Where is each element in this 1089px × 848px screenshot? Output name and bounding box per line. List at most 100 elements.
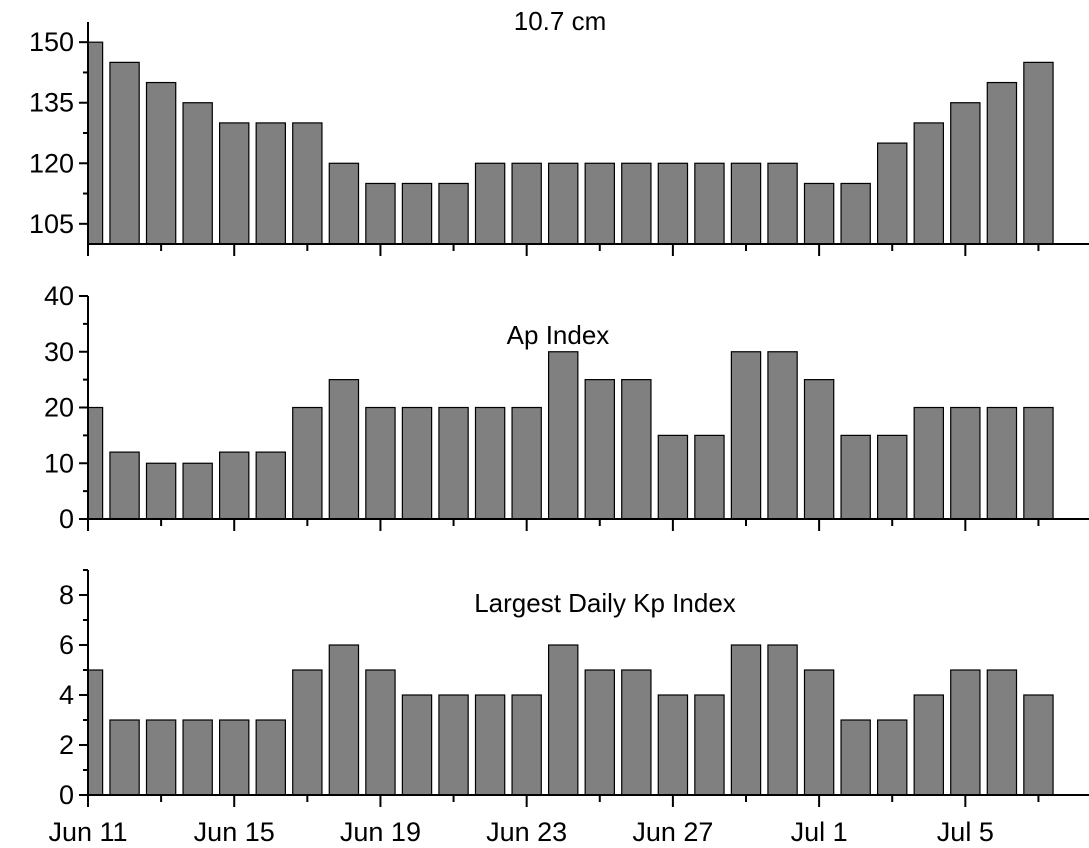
bar-jun-18 [328,644,360,796]
bar-jun-20 [401,406,433,520]
bar-jun-12 [109,719,140,796]
bar-jul-5 [950,669,981,796]
y-tick-label: 135 [29,88,74,118]
bar-jun-16 [255,122,286,245]
bar-jun-19 [365,182,396,245]
y-tick-label: 30 [44,337,74,367]
bar-jun-16 [255,451,286,520]
bar-jun-17 [292,669,323,796]
bar-jun-25 [584,162,616,245]
bar-jun-27 [657,694,689,796]
bar-jul-1 [803,379,835,520]
bar-jun-29 [730,162,762,245]
bar-jun-21 [438,406,469,520]
x-tick-label: Jun 27 [632,817,713,847]
bar-jul-5 [950,102,981,245]
bar-jul-7 [1023,694,1054,796]
bar-jun-23 [511,406,542,520]
panel-title: Ap Index [507,320,610,350]
bar-jun-16 [255,719,286,796]
bar-jun-17 [292,406,323,520]
bar-jun-15 [219,719,250,796]
y-tick-label: 4 [59,680,74,710]
x-tick-label: Jul 1 [791,817,848,847]
bar-jun-30 [767,162,798,245]
bar-jul-7 [1023,406,1054,520]
bar-jun-20 [401,694,433,796]
bar-jun-29 [730,644,762,796]
y-tick-label: 6 [59,630,74,660]
bar-jul-3 [876,142,908,245]
bar-jun-28 [694,434,725,520]
bar-jul-2 [840,434,871,520]
bar-jun-15 [219,122,250,245]
bar-jun-15 [219,451,250,520]
bar-jul-4 [913,122,945,245]
bar-jul-1 [803,669,835,796]
bar-jun-27 [657,434,689,520]
y-tick-label: 120 [29,148,74,178]
bar-jun-19 [365,669,396,796]
x-axis-labels: Jun 11 Jun 15 Jun 19 Jun 23 Jun 27 Jul 1 Jul 5 [48,817,993,847]
bar-jun-30 [767,351,798,520]
bar-jun-26 [621,379,652,520]
bar-jun-21 [438,694,469,796]
bar-jun-13 [145,462,177,520]
bar-jul-2 [840,182,871,245]
bar-jun-23 [511,162,542,245]
bar-jul-4 [913,406,945,520]
bar-jul-4 [913,694,945,796]
panel-kp-index: 0 2 4 6 8 Largest Daily Kp Index [59,569,1089,810]
panel-title: Largest Daily Kp Index [474,588,736,618]
bar-jun-21 [438,182,469,245]
bar-jul-2 [840,719,871,796]
bar-jun-18 [328,162,360,245]
bar-jul-6 [986,81,1018,245]
y-tick-label: 2 [59,730,74,760]
bar-jun-24 [547,644,579,796]
bar-jun-11 [87,669,104,796]
bar-jun-12 [109,61,140,245]
panel-title: 10.7 cm [514,6,607,36]
y-tick-label: 105 [29,209,74,239]
bar-jun-11 [87,41,104,245]
bar-jun-28 [694,162,725,245]
x-tick-label: Jun 23 [486,817,567,847]
bar-jul-3 [876,719,908,796]
bar-jul-3 [876,434,908,520]
bar-jun-24 [547,162,579,245]
panel-f107: 105 120 135 150 10.7 cm [29,6,1089,256]
bar-jun-12 [109,451,140,520]
bar-jun-22 [474,162,506,245]
bar-jun-14 [182,719,213,796]
bar-jun-26 [621,669,652,796]
bar-jun-28 [694,694,725,796]
bar-jun-14 [182,102,213,245]
y-tick-label: 0 [59,504,74,534]
bar-jun-13 [145,81,177,245]
bar-jul-7 [1023,61,1054,245]
bar-jun-22 [474,406,506,520]
x-tick-label: Jun 11 [48,817,127,847]
bar-jul-1 [803,182,835,245]
bar-jun-22 [474,694,506,796]
y-tick-label: 40 [44,281,74,311]
bar-jun-17 [292,122,323,245]
bar-jun-14 [182,462,213,520]
x-tick-label: Jul 5 [937,817,994,847]
y-tick-label: 20 [44,393,74,423]
y-tick-label: 0 [59,780,74,810]
panel-ap-index: 0 10 20 30 40 Ap Index [44,281,1089,534]
bar-jun-27 [657,162,689,245]
y-tick-label: 8 [59,580,74,610]
bar-jun-13 [145,719,177,796]
bar-jun-25 [584,669,616,796]
bar-jun-19 [365,406,396,520]
bar-jun-11 [87,406,104,520]
bar-jul-6 [986,669,1018,796]
bar-jun-23 [511,694,542,796]
bar-jun-20 [401,182,433,245]
bar-jun-29 [730,351,762,520]
bar-jun-30 [767,644,798,796]
bar-jun-26 [621,162,652,245]
